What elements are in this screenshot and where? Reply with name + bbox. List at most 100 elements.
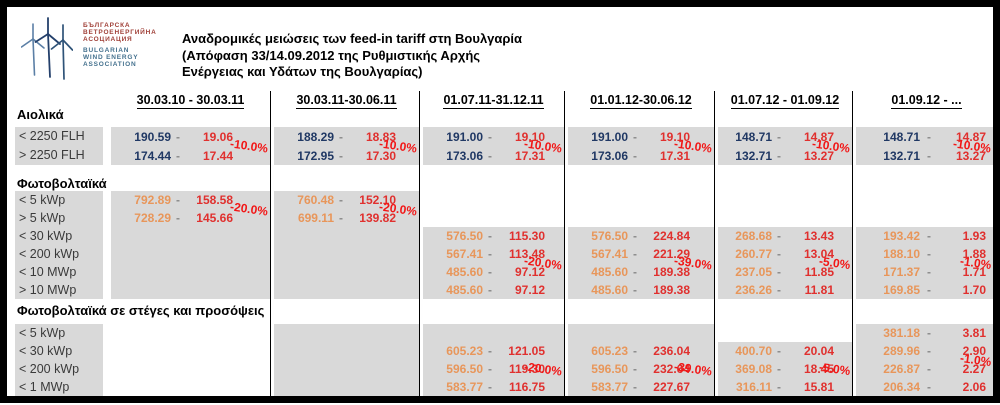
tariff-cell: 381.18-3.81 289.96-2.90 226.87-2.27 206.34-… (856, 324, 993, 396)
tariff-pairs: 605.23-236.04 596.50-232.64 583.77-227.67-… (568, 342, 714, 396)
tariff-pair: 605.23- 236.04 (568, 342, 714, 360)
tariff-pair: 316.11- 15.81 (718, 378, 852, 396)
tariff-pair: 191.00- 19.10 (423, 127, 564, 146)
value-new: 97.12 (514, 283, 545, 297)
value-new: 227.67 (653, 380, 690, 394)
tariff-pair: 583.77- 116.75 (423, 378, 564, 396)
tariff-cell-background: 191.00-19.10 173.06-17.31 -10.0% (568, 127, 714, 165)
tariff-pair: 173.06- 17.31 (568, 146, 714, 165)
dash-separator: - (927, 326, 931, 340)
value-new: 17.30 (365, 148, 396, 163)
tariff-pair: 191.00- 19.10 (568, 127, 714, 146)
tariff-pair: 699.11- 139.82 (274, 209, 419, 227)
row-labels: < 2250 FLH > 2250 FLH (15, 127, 103, 165)
value-new: 17.44 (202, 148, 233, 163)
value-new: 19.06 (202, 129, 233, 144)
tariff-pair: 485.60- 189.38 (568, 263, 714, 281)
value-old: 485.60 (591, 283, 628, 297)
dash-separator: - (777, 362, 781, 376)
value-new: 13.04 (803, 247, 834, 261)
cell-spacer (856, 191, 993, 227)
page-title: Αναδρομικές μειώσεις των feed-in tariff … (182, 31, 522, 81)
value-new: 3.81 (962, 326, 986, 340)
dash-separator: - (927, 265, 931, 279)
cell-spacer (423, 324, 564, 342)
dash-separator: - (777, 247, 781, 261)
value-new: 11.81 (804, 283, 834, 297)
value-old: 605.23 (591, 344, 628, 358)
dash-separator: - (488, 362, 492, 376)
section-title-pv-roof: Φωτοβολταϊκά σε στέγες και προσόψεις (17, 303, 265, 318)
tariff-cell-background: 188.29-18.83 172.95-17.30 -10.0% (274, 127, 419, 165)
value-old: 792.89 (134, 193, 171, 207)
tariff-pairs: 576.50-115.30 567.41-113.48 485.60-97.12 48… (423, 227, 564, 299)
value-new: 116.75 (508, 380, 545, 394)
column-divider (852, 91, 853, 396)
tariff-cell: 191.00-19.10 173.06-17.31 -10.0% (568, 127, 714, 165)
cell-spacer (568, 191, 714, 227)
dash-separator: - (339, 211, 343, 225)
tariff-pair: 485.60- 189.38 (568, 281, 714, 299)
tariff-pairs: 760.48-152.10 699.11-139.82 -20.0% (274, 191, 419, 227)
value-new: 17.31 (659, 148, 690, 163)
value-new: 13.27 (955, 148, 986, 163)
tariff-pair: 172.95- 17.30 (274, 146, 419, 165)
tariff-pairs: 148.71-14.87 132.71-13.27 -10.0% (718, 127, 852, 165)
dash-separator: - (777, 283, 781, 297)
column-divider (564, 91, 565, 396)
value-new: 152.10 (359, 193, 396, 207)
dash-separator: - (633, 283, 637, 297)
value-old: 596.50 (446, 362, 483, 376)
value-new: 113.48 (508, 247, 545, 261)
dash-separator: - (927, 283, 931, 297)
row-label: < 5 kWp (19, 326, 66, 340)
tariff-cell: 190.59-19.06 174.44-17.44 -10.0% (111, 127, 270, 165)
tariff-pairs: 191.00-19.10 173.06-17.31 -10.0% (568, 127, 714, 165)
value-old: 760.48 (297, 193, 334, 207)
tariff-pairs: 400.70-20.04 369.08-18.45 316.11-15.81 -5.0… (718, 342, 852, 396)
tariff-cell-background: 191.00-19.10 173.06-17.31 -10.0% (423, 127, 564, 165)
tariff-pairs: 193.42-1.93 188.10-1.88 171.37-1.71 169.85-… (856, 227, 993, 299)
row-label: < 5 kWp (19, 193, 66, 207)
tariff-cell-background: 193.42-1.93 188.10-1.88 171.37-1.71 169.85-… (856, 227, 993, 299)
tariff-pair: 369.08- 18.45 (718, 360, 852, 378)
value-new: 1.88 (962, 247, 986, 261)
value-new: 221.29 (653, 247, 690, 261)
tariff-pair: 728.29- 145.66 (111, 209, 270, 227)
period-header: 01.07.11-31.12.11 (443, 93, 544, 109)
value-new: 139.82 (359, 211, 396, 225)
row-label: > 10 MWp (19, 283, 77, 297)
value-new: 19.10 (659, 129, 690, 144)
tariff-pair: 237.05- 11.85 (718, 263, 852, 281)
dash-separator: - (176, 148, 180, 163)
value-new: 11.85 (804, 265, 834, 279)
value-old: 169.85 (883, 283, 920, 297)
tariff-pair: 226.87- 2.27 (856, 360, 993, 378)
dash-separator: - (633, 129, 637, 144)
tariff-cell-background: 190.59-19.06 174.44-17.44 -10.0% (111, 127, 270, 165)
value-new: 1.93 (962, 229, 986, 243)
tariff-pair: 381.18- 3.81 (856, 324, 993, 342)
value-old: 226.87 (883, 362, 920, 376)
dash-separator: - (927, 344, 931, 358)
cell-spacer (718, 191, 852, 227)
dash-separator: - (777, 265, 781, 279)
tariff-cell: 576.50-224.84 567.41-221.29 485.60-189.38 4… (568, 191, 714, 299)
tariff-pair: 132.71- 13.27 (718, 146, 852, 165)
section-rows-pv-roof: < 5 kWp < 30 kWp < 200 kWp < 1 MWp 605.23-12… (14, 324, 993, 396)
value-new: 14.87 (955, 129, 986, 144)
tariff-cell-background: 576.50-224.84 567.41-221.29 485.60-189.38 4… (568, 227, 714, 299)
tariff-pair: 193.42- 1.93 (856, 227, 993, 245)
row-label: > 2250 FLH (19, 148, 85, 162)
brand-cyrillic-line: ВЕТРОЕНЕРГИЙНА (83, 29, 157, 36)
row-labels: < 5 kWp < 30 kWp < 200 kWp < 1 MWp (15, 324, 103, 396)
tariff-pair: 567.41- 221.29 (568, 245, 714, 263)
tariff-pairs: 191.00-19.10 173.06-17.31 -10.0% (423, 127, 564, 165)
tariff-pair: 596.50- 119.30 (423, 360, 564, 378)
tariff-cell: 605.23-121.05 596.50-119.30 583.77-116.75-… (423, 324, 564, 396)
dash-separator: - (633, 380, 637, 394)
section-rows-wind: < 2250 FLH > 2250 FLH 190.59-19.06 174.44-1… (14, 127, 993, 165)
value-new: 2.06 (962, 380, 986, 394)
value-old: 583.77 (446, 380, 483, 394)
